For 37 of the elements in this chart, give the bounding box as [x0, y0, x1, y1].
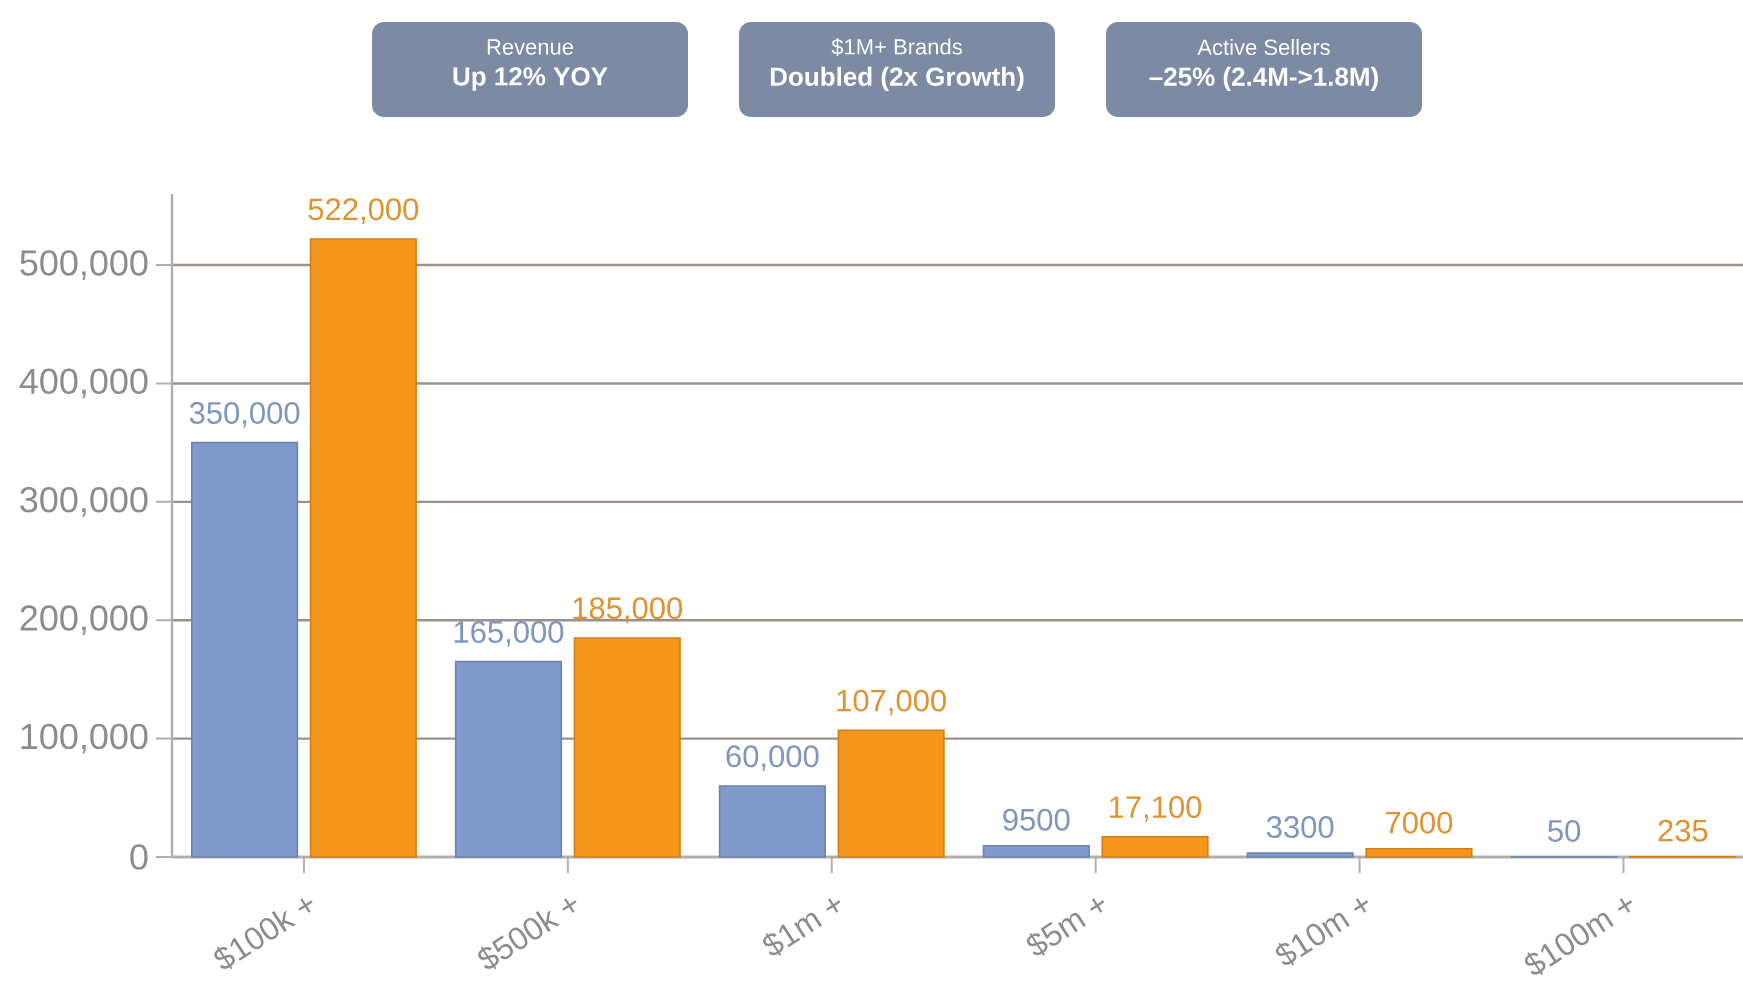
text: Revenue [487, 39, 574, 55]
data-label: 522,000 [308, 198, 419, 224]
y-tick-label: 100,000 [21, 723, 148, 754]
data-label: 60,000 [726, 745, 819, 771]
x-tick-label: $5m + [1026, 898, 1105, 956]
data-label: 185,000 [573, 597, 683, 623]
data-label: 107,000 [837, 689, 946, 716]
bar [1246, 852, 1354, 858]
data-label: 17,100 [1109, 796, 1202, 822]
bar [1365, 847, 1473, 858]
y-tick-label: 200,000 [20, 605, 148, 636]
y-tick-label: 0 [130, 844, 148, 870]
bar [454, 660, 563, 858]
data-label: 9500 [1003, 808, 1070, 831]
x-tick-label: $10m + [1275, 898, 1369, 966]
text: $1M+ Brands [831, 38, 962, 56]
x-tick-label: $1m + [762, 898, 841, 956]
data-label: 350,000 [189, 401, 300, 428]
bar [982, 844, 1090, 858]
text: –25% (2.4M->1.8M) [1149, 66, 1378, 92]
data-label: 7000 [1386, 811, 1453, 834]
bar [718, 785, 826, 858]
y-tick-label: 500,000 [20, 250, 148, 280]
bar [837, 729, 945, 858]
bar [1101, 835, 1209, 858]
data-label: 50 [1548, 819, 1581, 842]
data-label: 165,000 [454, 620, 564, 647]
text: Up 12% YOY [453, 67, 608, 91]
bar [573, 637, 681, 858]
bar [191, 441, 299, 858]
bar [309, 238, 417, 858]
data-label: 3300 [1266, 816, 1334, 839]
text: Doubled (2x Growth) [770, 66, 1024, 92]
y-tick-label: 400,000 [19, 368, 148, 399]
text: Active Sellers [1197, 38, 1330, 56]
data-label: 235 [1658, 819, 1708, 842]
y-tick-label: 300,000 [20, 486, 148, 517]
